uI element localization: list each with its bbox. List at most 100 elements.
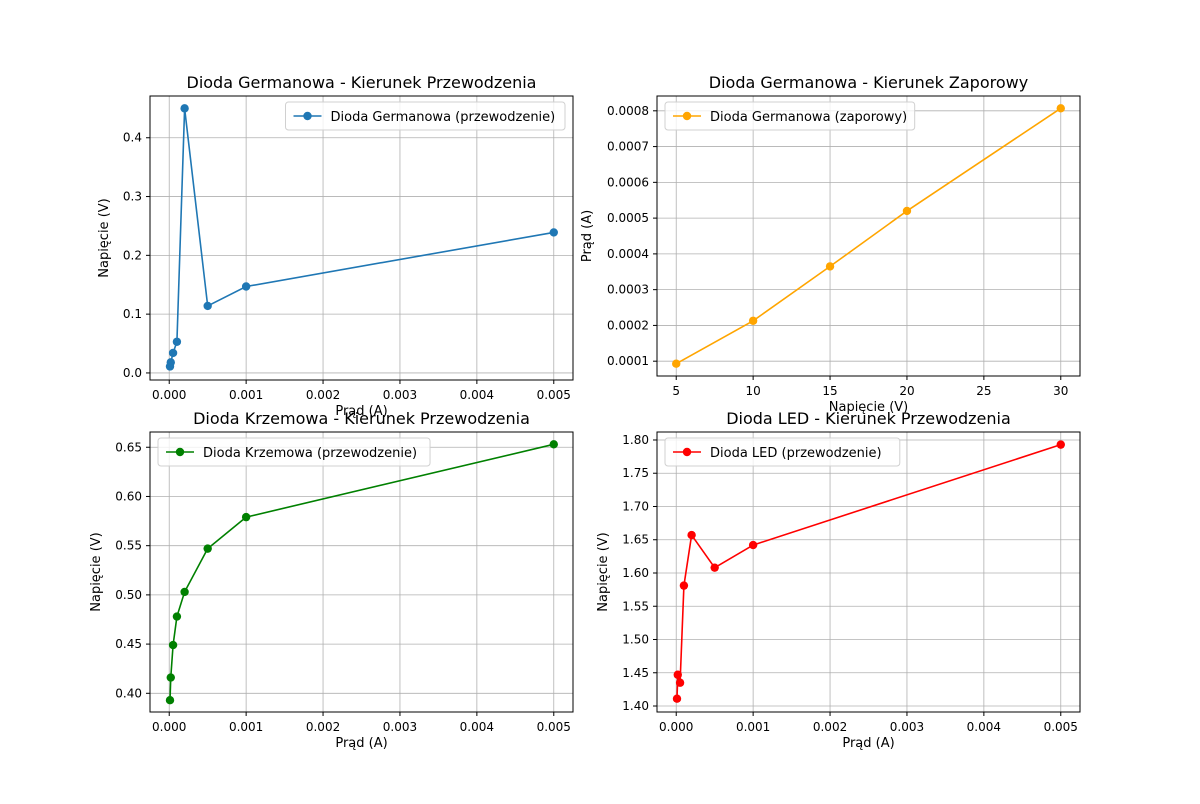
data-point — [166, 358, 175, 367]
y-tick-label: 1.70 — [622, 499, 649, 513]
data-point — [672, 359, 681, 368]
y-axis-label: Prąd (A) — [580, 210, 595, 262]
x-tick-label: 20 — [899, 384, 914, 398]
data-point — [168, 348, 178, 358]
legend-label: Dioda Germanowa (przewodzenie) — [331, 110, 556, 125]
x-tick-label: 15 — [822, 384, 837, 398]
data-point — [673, 670, 682, 679]
y-tick-label: 0.2 — [123, 248, 142, 262]
x-tick-label: 0.005 — [537, 388, 571, 402]
data-point — [748, 316, 758, 325]
axes-frame — [656, 95, 1081, 377]
x-tick-label: 0.004 — [967, 720, 1001, 734]
data-point — [672, 694, 682, 703]
legend-label: Dioda Krzemowa (przewodzenie) — [203, 446, 417, 461]
x-tick-label: 0.005 — [1044, 720, 1078, 734]
legend-marker-swatch — [682, 447, 692, 457]
data-point — [679, 581, 689, 590]
x-tick-label: 5 — [672, 384, 680, 398]
chart-title: Dioda LED - Kierunek Przewodzenia — [726, 409, 1011, 428]
y-tick-label: 1.65 — [622, 533, 649, 547]
y-tick-label: 0.50 — [115, 588, 142, 602]
data-point — [168, 640, 178, 650]
data-point — [687, 530, 696, 540]
y-tick-label: 0.55 — [115, 539, 142, 553]
data-point — [825, 262, 835, 271]
subplot-2: 5 10 15 20 25 30 0.0001 0.0002 0.0003 0.0004 0.000… — [580, 73, 1081, 415]
x-tick-label: 0.002 — [306, 388, 340, 402]
series-line — [169, 108, 554, 367]
data-point — [710, 563, 719, 572]
x-tick-label: 10 — [745, 384, 760, 398]
x-tick-label: 0.000 — [152, 720, 186, 734]
legend-box — [664, 437, 901, 467]
x-tick-label: 0.001 — [229, 720, 263, 734]
data-point — [180, 104, 189, 113]
data-point — [203, 544, 212, 553]
x-axis-label: Napięcie (V) — [829, 400, 908, 415]
data-point — [172, 612, 182, 621]
y-tick-label: 0.65 — [115, 440, 142, 454]
y-axis-label: Napięcie (V) — [89, 532, 104, 611]
legend-label: Dioda Germanowa (zaporowy) — [710, 110, 907, 125]
axes-frame — [656, 431, 1081, 713]
subplot-3: 0.000 0.001 0.002 0.003 0.004 0.005 0.40 0.45 0.… — [89, 409, 574, 751]
y-axis-label: Napięcie (V) — [97, 198, 112, 277]
data-point — [902, 206, 912, 216]
legend: Dioda Krzemowa (przewodzenie) — [157, 437, 431, 467]
data-point — [1056, 104, 1065, 113]
y-tick-label: 0.0006 — [607, 175, 649, 189]
data-point — [165, 695, 175, 705]
data-point — [549, 440, 558, 449]
legend: Dioda Germanowa (przewodzenie) — [285, 101, 566, 131]
y-tick-label: 1.45 — [622, 666, 649, 680]
x-tick-label: 0.000 — [659, 720, 693, 734]
x-tick-label: 0.001 — [736, 720, 770, 734]
axes-frame — [149, 431, 574, 713]
x-tick-label: 0.004 — [460, 720, 494, 734]
data-point — [172, 337, 182, 346]
y-axis-label: Napięcie (V) — [596, 532, 611, 611]
series-line — [169, 443, 554, 701]
y-tick-label: 1.60 — [622, 566, 649, 580]
legend: Dioda LED (przewodzenie) — [664, 437, 901, 467]
legend-marker-swatch — [682, 111, 692, 121]
legend-marker-swatch — [303, 111, 312, 121]
data-point — [748, 540, 758, 550]
x-tick-label: 0.003 — [383, 388, 417, 402]
y-tick-label: 1.80 — [622, 433, 649, 447]
y-tick-label: 0.0001 — [607, 354, 649, 368]
axes-frame — [149, 95, 574, 381]
data-point — [549, 228, 558, 237]
legend-box — [664, 101, 916, 131]
y-tick-label: 1.75 — [622, 466, 649, 480]
x-axis-label: Prąd (A) — [335, 404, 387, 419]
data-point — [1056, 440, 1065, 449]
y-tick-label: 0.0007 — [607, 140, 649, 154]
data-point — [203, 301, 212, 311]
data-point — [241, 512, 251, 522]
x-tick-label: 0.003 — [890, 720, 924, 734]
y-tick-label: 0.45 — [115, 637, 142, 651]
chart-title: Dioda Krzemowa - Kierunek Przewodzenia — [193, 409, 530, 428]
legend-marker-swatch — [175, 447, 185, 457]
x-tick-label: 0.000 — [152, 388, 186, 402]
y-tick-label: 0.0 — [123, 366, 142, 380]
y-tick-label: 0.40 — [115, 686, 142, 700]
y-tick-label: 0.0004 — [607, 247, 649, 261]
legend-box — [157, 437, 431, 467]
x-tick-label: 0.002 — [813, 720, 847, 734]
y-tick-label: 1.55 — [622, 599, 649, 613]
data-point — [166, 673, 175, 682]
y-tick-label: 0.0005 — [607, 211, 649, 225]
series-line — [676, 443, 1062, 699]
legend: Dioda Germanowa (zaporowy) — [664, 101, 916, 131]
y-tick-label: 0.60 — [115, 489, 142, 503]
y-tick-label: 0.3 — [123, 190, 142, 204]
y-tick-label: 1.40 — [622, 699, 649, 713]
x-tick-label: 0.002 — [306, 720, 340, 734]
y-tick-label: 0.0008 — [607, 104, 649, 118]
x-tick-label: 25 — [976, 384, 991, 398]
